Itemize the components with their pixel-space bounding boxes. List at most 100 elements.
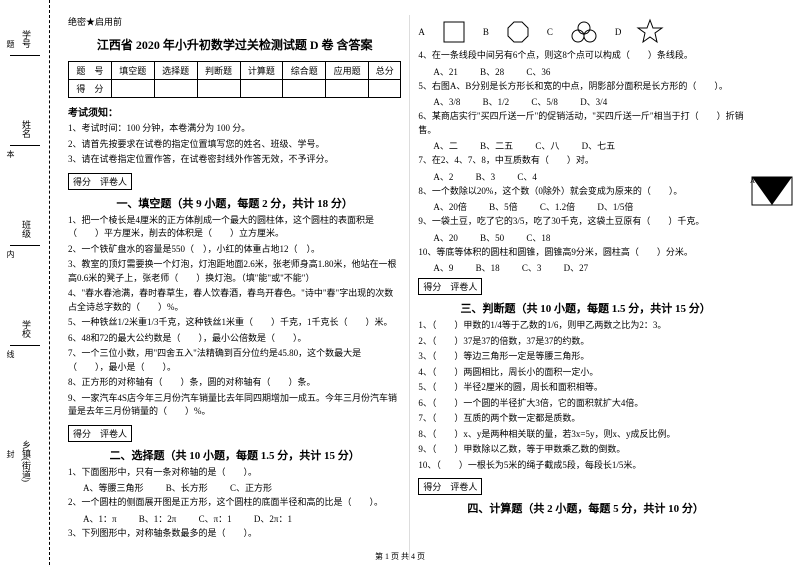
td xyxy=(240,80,283,98)
td xyxy=(326,80,369,98)
table-row: 题 号 填空题 选择题 判断题 计算题 综合题 应用题 总分 xyxy=(69,62,401,80)
field-line xyxy=(10,145,40,146)
notice-item: 1、考试时间：100 分钟，本卷满分为 100 分。 xyxy=(68,122,401,135)
th: 应用题 xyxy=(326,62,369,80)
opt: B、18 xyxy=(476,263,500,273)
opt: B、3 xyxy=(476,172,496,182)
choice-opts: A、9 B、18 C、3 D、27 xyxy=(433,261,752,274)
label-school: 学校 xyxy=(20,320,33,338)
opt: B、二五 xyxy=(480,141,513,151)
table-row: 得 分 xyxy=(69,80,401,98)
opt: D、3/4 xyxy=(580,97,607,107)
scorer-box: 得分 评卷人 xyxy=(418,278,482,295)
choice-q: 5、右图A、B分别是长方形长和宽的中点，阴影部分面积是长方形的（ ）。 xyxy=(418,80,752,94)
octagon-icon xyxy=(504,18,532,46)
th: 总分 xyxy=(369,62,401,80)
opt: A、2 xyxy=(433,172,453,182)
choice-q: 8、一个数除以20%，这个数（0除外）就会变成为原来的（ ）。 xyxy=(418,185,752,199)
secret-label: 绝密★启用前 xyxy=(68,15,401,28)
triangle-diagram-icon: A B xyxy=(750,175,795,207)
opt: C、4 xyxy=(517,172,537,182)
binding-margin: 学号 姓名 班级 学校 乡镇(街道) 题 本 内 线 封 xyxy=(0,0,50,565)
td xyxy=(283,80,326,98)
choice-q: 7、在2、4、7、8，中互质数有（ ）对。 xyxy=(418,154,752,168)
field-line xyxy=(10,345,40,346)
shape-c-label: C xyxy=(547,27,553,37)
section-1-title: 一、填空题（共 9 小题，每题 2 分，共计 18 分） xyxy=(68,195,401,211)
fill-q: 2、一个铁矿盘水的容量是550（ ），小红的体重占地12（ ）。 xyxy=(68,243,401,257)
judge-q: 9、（ ）甲数除以乙数，等于甲数乘乙数的倒数。 xyxy=(418,443,752,457)
scorer-box: 得分 评卷人 xyxy=(68,425,132,442)
th: 题 号 xyxy=(69,62,112,80)
section-4-title: 四、计算题（共 2 小题，每题 5 分，共计 10 分） xyxy=(418,500,752,516)
mark-ti: 题 xyxy=(5,40,16,48)
opt: D、27 xyxy=(564,263,589,273)
star-icon xyxy=(636,18,664,46)
score-table: 题 号 填空题 选择题 判断题 计算题 综合题 应用题 总分 得 分 xyxy=(68,61,401,98)
label-name: 姓名 xyxy=(20,120,33,138)
shape-options: A B C D xyxy=(418,18,752,46)
fill-q: 7、一个三位小数，用"四舍五入"法精确到百分位约是45.80，这个数最大是（ ）… xyxy=(68,347,401,374)
field-line xyxy=(10,55,40,56)
judge-q: 1、（ ）甲数的1/4等于乙数的1/6，则甲乙两数之比为2：3。 xyxy=(418,319,752,333)
opt: A、1：π xyxy=(83,514,117,524)
opt: A、20 xyxy=(433,233,458,243)
opt: D、七五 xyxy=(582,141,616,151)
label-town: 乡镇(街道) xyxy=(20,440,33,482)
notice-item: 2、请首先按要求在试卷的指定位置填写您的姓名、班级、学号。 xyxy=(68,138,401,151)
judge-q: 6、（ ）一个圆的半径扩大3倍，它的面积就扩大4倍。 xyxy=(418,397,752,411)
th: 判断题 xyxy=(197,62,240,80)
notice-item: 3、请在试卷指定位置作答，在试卷密封线外作答无效，不予评分。 xyxy=(68,153,401,166)
section-3-title: 三、判断题（共 10 小题，每题 1.5 分，共计 15 分） xyxy=(418,300,752,316)
th: 填空题 xyxy=(111,62,154,80)
judge-q: 2、（ ）37是37的倍数，37是37的约数。 xyxy=(418,335,752,349)
opt: B、5倍 xyxy=(489,202,518,212)
td xyxy=(197,80,240,98)
opt: C、36 xyxy=(526,67,550,77)
svg-text:A: A xyxy=(750,177,755,185)
fill-q: 9、一家汽车4S店今年三月份汽车销量比去年同四期增加一成五。今年三月份汽车销量是… xyxy=(68,392,401,419)
opt: A、20倍 xyxy=(433,202,467,212)
choice-opts: A、1：π B、1：2π C、π：1 D、2π：1 xyxy=(83,512,401,525)
opt: B、50 xyxy=(480,233,504,243)
opt: B、1/2 xyxy=(483,97,510,107)
content-area: 绝密★启用前 江西省 2020 年小升初数学过关检测试题 D 卷 含答案 题 号… xyxy=(50,0,800,565)
scorer-box: 得分 评卷人 xyxy=(68,173,132,190)
th: 选择题 xyxy=(154,62,197,80)
opt: B、28 xyxy=(480,67,504,77)
page-footer: 第 1 页 共 4 页 xyxy=(0,551,800,562)
scorer-box: 得分 评卷人 xyxy=(418,478,482,495)
shape-b-label: B xyxy=(483,27,489,37)
shape-a-label: A xyxy=(418,27,425,37)
exam-title: 江西省 2020 年小升初数学过关检测试题 D 卷 含答案 xyxy=(68,36,401,53)
square-icon xyxy=(440,18,468,46)
mark-ben: 本 xyxy=(5,150,16,158)
choice-q: 9、一袋土豆，吃了它的3/5，吃了30千克，这袋土豆原有（ ）千克。 xyxy=(418,215,752,229)
choice-opts: A、二 B、二五 C、八 D、七五 xyxy=(433,139,752,152)
th: 综合题 xyxy=(283,62,326,80)
exam-page: 学号 姓名 班级 学校 乡镇(街道) 题 本 内 线 封 绝密★启用前 江西省 … xyxy=(0,0,800,565)
choice-opts: A、20倍 B、5倍 C、1.2倍 D、1/5倍 xyxy=(433,200,752,213)
opt: C、18 xyxy=(526,233,550,243)
choice-q: 1、下面图形中，只有一条对称轴的是（ ）。 xyxy=(68,466,401,480)
fill-q: 5、一种铁丝1/2米重1/3千克，这种铁丝1米重（ ）千克，1千克长（ ）米。 xyxy=(68,316,401,330)
opt: B、1：2π xyxy=(139,514,177,524)
mark-feng: 封 xyxy=(5,450,16,458)
choice-q: 4、在一条线段中间另有6个点，则这8个点可以构成（ ）条线段。 xyxy=(418,49,752,63)
judge-q: 4、（ ）两圆相比，周长小的面积一定小。 xyxy=(418,366,752,380)
choice-q: 2、一个圆柱的侧面展开图是正方形，这个圆柱的底面半径和高的比是（ ）。 xyxy=(68,496,401,510)
fill-q: 6、48和72的最大公约数是（ ），最小公倍数是（ ）。 xyxy=(68,332,401,346)
field-line xyxy=(10,245,40,246)
td xyxy=(154,80,197,98)
fill-q: 4、"春水春池满，春时春草生，春人饮春酒，春鸟开春色。"诗中"春"字出现的次数占… xyxy=(68,287,401,314)
judge-q: 5、（ ）半径2厘米的圆，周长和面积相等。 xyxy=(418,381,752,395)
td xyxy=(369,80,401,98)
left-column: 绝密★启用前 江西省 2020 年小升初数学过关检测试题 D 卷 含答案 题 号… xyxy=(60,15,410,560)
opt: C、正方形 xyxy=(230,483,272,493)
opt: C、3 xyxy=(522,263,542,273)
th: 计算题 xyxy=(240,62,283,80)
td xyxy=(111,80,154,98)
fill-q: 8、正方形的对称轴有（ ）条，圆的对称轴有（ ）条。 xyxy=(68,376,401,390)
circles-icon xyxy=(568,18,600,46)
opt: A、3/8 xyxy=(433,97,460,107)
